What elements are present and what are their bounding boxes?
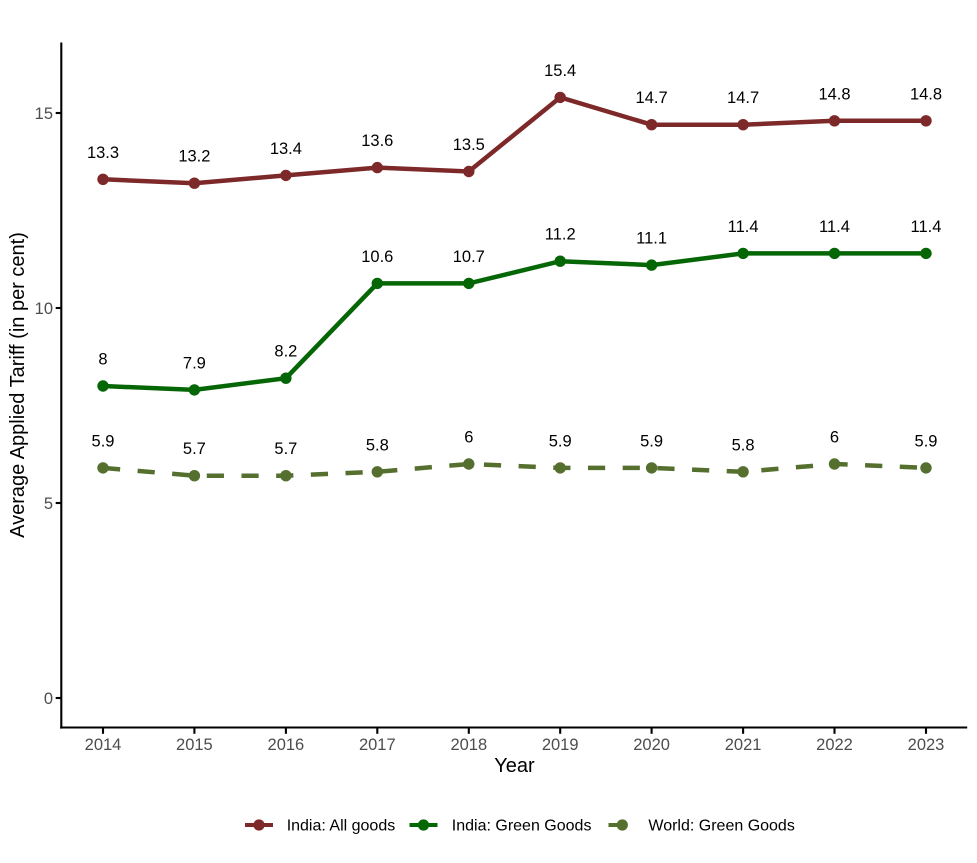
svg-text:5.7: 5.7 xyxy=(183,440,206,458)
svg-text:11.1: 11.1 xyxy=(636,230,667,248)
svg-text:World: Green Goods: World: Green Goods xyxy=(648,818,794,835)
svg-text:8: 8 xyxy=(98,351,107,369)
svg-text:0: 0 xyxy=(44,690,53,708)
svg-text:5.9: 5.9 xyxy=(549,432,572,450)
svg-text:14.8: 14.8 xyxy=(910,85,942,103)
svg-text:India: Green Goods: India: Green Goods xyxy=(452,818,592,835)
svg-text:11.4: 11.4 xyxy=(911,218,942,236)
svg-text:2015: 2015 xyxy=(176,736,213,754)
svg-text:13.3: 13.3 xyxy=(87,144,119,162)
svg-text:2019: 2019 xyxy=(542,736,579,754)
svg-text:13.5: 13.5 xyxy=(453,136,485,154)
svg-text:13.6: 13.6 xyxy=(361,132,393,150)
svg-text:15.4: 15.4 xyxy=(544,62,576,80)
svg-text:2014: 2014 xyxy=(85,736,122,754)
svg-text:14.7: 14.7 xyxy=(727,89,759,107)
svg-text:11.4: 11.4 xyxy=(819,218,850,236)
svg-text:13.2: 13.2 xyxy=(178,148,210,166)
svg-text:2021: 2021 xyxy=(725,736,762,754)
svg-text:5.9: 5.9 xyxy=(915,432,938,450)
svg-text:8.2: 8.2 xyxy=(274,343,297,361)
svg-text:2020: 2020 xyxy=(633,736,670,754)
svg-text:5.9: 5.9 xyxy=(92,432,115,450)
svg-text:11.4: 11.4 xyxy=(728,218,759,236)
svg-text:2016: 2016 xyxy=(268,736,305,754)
svg-text:Average Applied Tariff (in per: Average Applied Tariff (in per cent) xyxy=(7,232,29,538)
svg-text:5: 5 xyxy=(44,495,53,513)
svg-text:15: 15 xyxy=(35,105,53,123)
svg-text:5.7: 5.7 xyxy=(274,440,297,458)
svg-text:2023: 2023 xyxy=(908,736,945,754)
svg-text:10: 10 xyxy=(35,300,53,318)
svg-text:5.8: 5.8 xyxy=(732,436,755,454)
svg-text:2018: 2018 xyxy=(450,736,487,754)
svg-text:India: All goods: India: All goods xyxy=(287,818,396,835)
svg-text:14.8: 14.8 xyxy=(818,85,850,103)
svg-text:7.9: 7.9 xyxy=(183,354,206,372)
svg-text:10.7: 10.7 xyxy=(453,248,485,266)
svg-text:2017: 2017 xyxy=(359,736,396,754)
svg-text:6: 6 xyxy=(464,429,473,447)
svg-text:6: 6 xyxy=(830,429,839,447)
svg-text:14.7: 14.7 xyxy=(636,89,668,107)
svg-text:Year: Year xyxy=(494,755,535,777)
svg-text:11.2: 11.2 xyxy=(545,226,576,244)
svg-text:10.6: 10.6 xyxy=(361,248,393,266)
svg-text:5.9: 5.9 xyxy=(640,432,663,450)
svg-text:13.4: 13.4 xyxy=(270,140,302,158)
svg-text:5.8: 5.8 xyxy=(366,436,389,454)
svg-text:2022: 2022 xyxy=(816,736,853,754)
